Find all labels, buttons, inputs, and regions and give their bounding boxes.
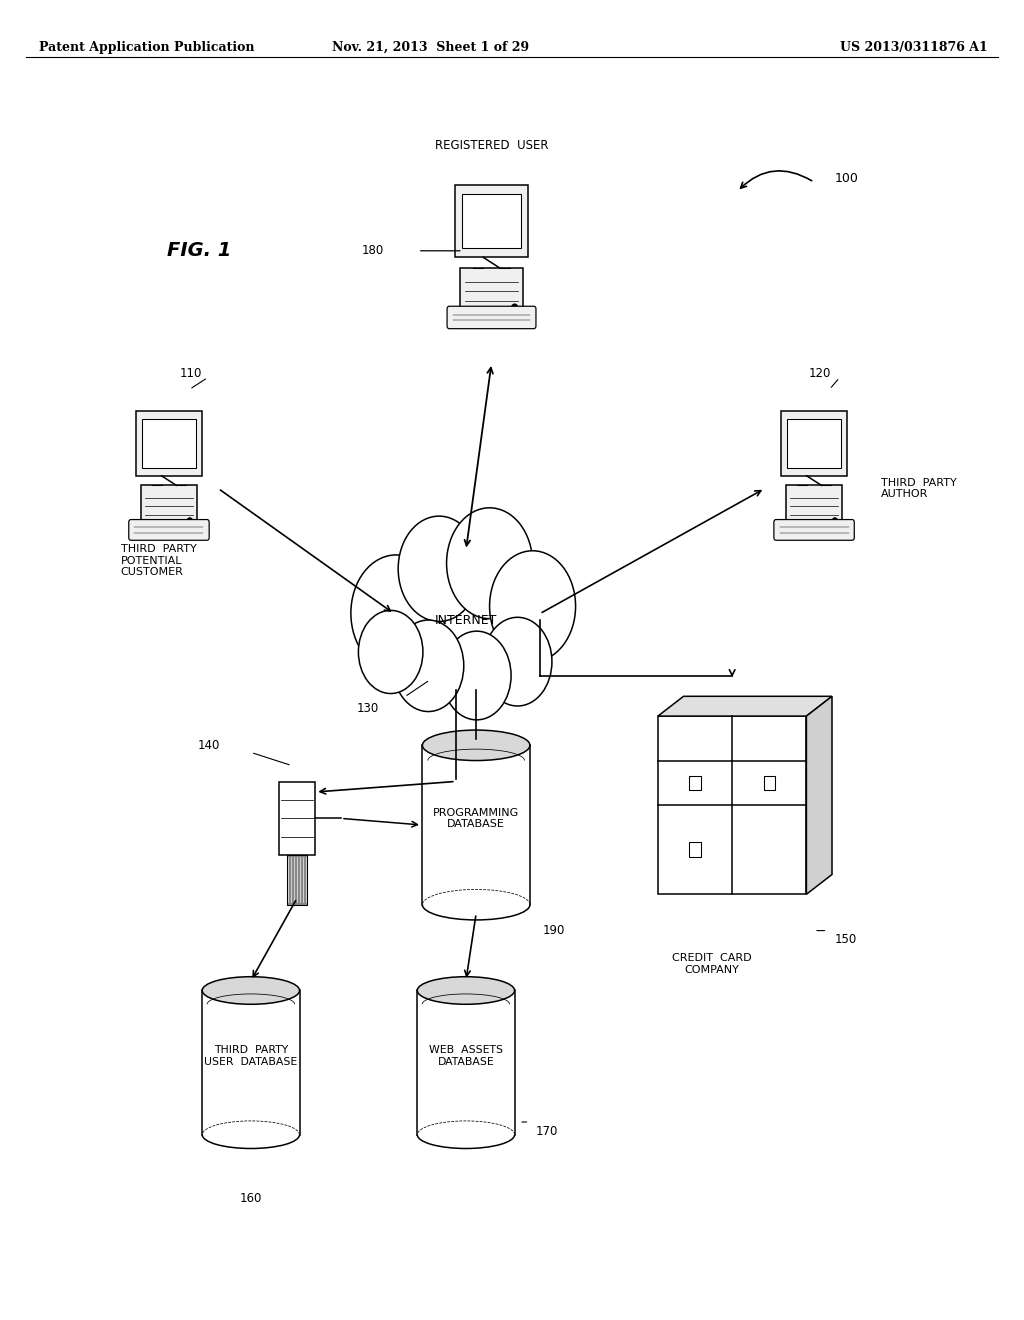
Text: FIG. 1: FIG. 1 [168, 242, 231, 260]
Bar [689, 776, 700, 791]
Circle shape [393, 620, 464, 711]
Text: 130: 130 [356, 702, 379, 715]
Ellipse shape [418, 977, 515, 1005]
Text: 180: 180 [361, 244, 384, 257]
Circle shape [398, 516, 480, 622]
Text: Nov. 21, 2013  Sheet 1 of 29: Nov. 21, 2013 Sheet 1 of 29 [332, 41, 528, 54]
Polygon shape [657, 697, 831, 715]
Ellipse shape [203, 977, 299, 1005]
Bar [287, 855, 307, 906]
Text: CREDIT  CARD
COMPANY: CREDIT CARD COMPANY [672, 953, 752, 974]
Bar [455, 185, 528, 257]
Circle shape [833, 517, 838, 525]
Text: THIRD  PARTY
USER  DATABASE: THIRD PARTY USER DATABASE [204, 1045, 298, 1067]
Bar [140, 486, 198, 531]
Text: 140: 140 [198, 739, 220, 752]
Text: 100: 100 [835, 172, 858, 185]
Bar [203, 990, 299, 1135]
Polygon shape [807, 697, 831, 895]
Text: REGISTERED  USER: REGISTERED USER [435, 139, 548, 152]
Bar [462, 194, 521, 248]
Bar [657, 715, 807, 895]
Text: 110: 110 [179, 367, 202, 380]
FancyBboxPatch shape [129, 520, 209, 540]
Text: THIRD  PARTY
AUTHOR: THIRD PARTY AUTHOR [881, 478, 956, 499]
Circle shape [446, 508, 532, 619]
Bar [423, 746, 530, 904]
FancyBboxPatch shape [447, 306, 536, 329]
Circle shape [358, 610, 423, 693]
Text: 190: 190 [543, 924, 565, 937]
Circle shape [187, 517, 193, 525]
Bar [279, 781, 315, 855]
Text: 120: 120 [809, 367, 831, 380]
Text: Patent Application Publication: Patent Application Publication [39, 41, 254, 54]
Text: THIRD  PARTY
POTENTIAL
CUSTOMER: THIRD PARTY POTENTIAL CUSTOMER [121, 544, 197, 577]
Text: US 2013/0311876 A1: US 2013/0311876 A1 [841, 41, 988, 54]
Text: 170: 170 [536, 1125, 558, 1138]
Bar [418, 990, 515, 1135]
Circle shape [512, 304, 518, 312]
Bar [787, 418, 841, 467]
Circle shape [442, 631, 511, 719]
Bar [689, 842, 700, 857]
Bar [781, 411, 847, 477]
Bar [785, 486, 843, 531]
Text: INTERNET: INTERNET [435, 614, 497, 627]
Bar [460, 268, 523, 318]
Circle shape [351, 554, 441, 672]
Ellipse shape [423, 730, 530, 760]
Bar [136, 411, 202, 477]
Text: WEB  ASSETS
DATABASE: WEB ASSETS DATABASE [429, 1045, 503, 1067]
FancyBboxPatch shape [774, 520, 854, 540]
Text: 160: 160 [240, 1192, 262, 1205]
Bar [142, 418, 196, 467]
Text: 150: 150 [835, 933, 857, 946]
Text: PROGRAMMING
DATABASE: PROGRAMMING DATABASE [433, 808, 519, 829]
Circle shape [489, 550, 575, 661]
Bar [764, 776, 775, 791]
Circle shape [483, 618, 552, 706]
